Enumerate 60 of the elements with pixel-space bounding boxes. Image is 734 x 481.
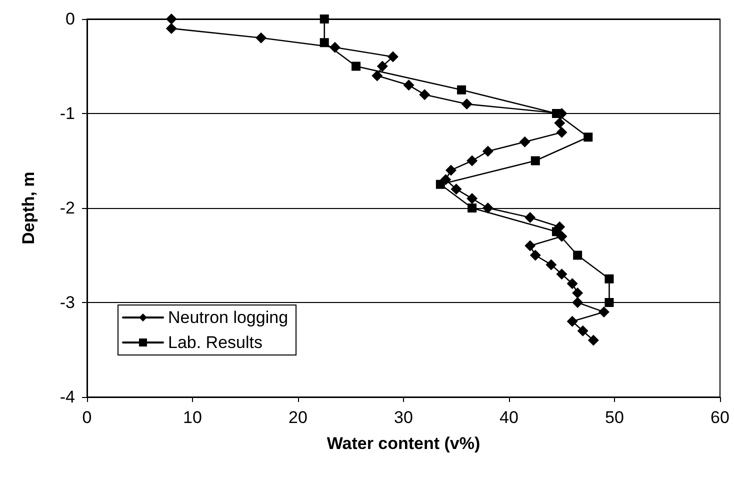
point (604, 298, 614, 307)
point (482, 146, 494, 157)
point (519, 136, 530, 148)
point (372, 70, 383, 82)
x-tick-label: 10 (183, 408, 202, 427)
point (445, 164, 456, 176)
point (466, 155, 478, 166)
point (598, 306, 610, 318)
x-tick-label: 30 (394, 408, 413, 427)
point (524, 212, 536, 223)
point (329, 42, 340, 53)
point (436, 180, 445, 189)
point (566, 278, 578, 290)
point (604, 274, 614, 284)
y-tick-label: 0 (66, 10, 75, 28)
point (376, 60, 388, 72)
x-tick-label: 0 (82, 408, 92, 427)
x-tick-label: 40 (500, 408, 518, 427)
x-tick-label: 50 (605, 408, 624, 427)
point (584, 132, 593, 142)
point (554, 117, 566, 128)
point (419, 89, 430, 100)
point (457, 85, 466, 94)
point (466, 193, 478, 204)
point (530, 250, 541, 261)
y-axis-title: Depth, m (19, 172, 38, 244)
point (556, 126, 568, 138)
point (256, 32, 267, 44)
point (572, 288, 584, 299)
legend-label: Lab. Results (168, 333, 262, 352)
point (320, 14, 329, 24)
point (387, 51, 398, 62)
point (552, 227, 561, 236)
point (566, 316, 578, 327)
point (573, 250, 582, 260)
y-tick-label: -2 (60, 198, 75, 218)
x-tick-label: 20 (288, 408, 308, 427)
point (166, 22, 177, 34)
legend-label: Neutron logging (168, 308, 288, 327)
point (556, 268, 568, 280)
point (546, 259, 557, 270)
point (530, 156, 540, 166)
point (552, 109, 561, 118)
point (403, 80, 414, 91)
point (588, 334, 599, 346)
y-tick-label: -1 (60, 104, 75, 123)
x-tick-label: 60 (710, 408, 730, 427)
point (320, 38, 329, 48)
point (572, 297, 584, 308)
point (166, 14, 177, 24)
x-axis-title: Water content (v%) (326, 434, 480, 453)
point (482, 202, 494, 214)
point (524, 240, 536, 252)
y-tick-label: -4 (60, 388, 75, 406)
point (577, 325, 588, 336)
point (468, 204, 477, 212)
y-tick-label: -3 (60, 293, 75, 312)
point (461, 98, 472, 110)
point (352, 62, 361, 71)
point (450, 184, 462, 195)
